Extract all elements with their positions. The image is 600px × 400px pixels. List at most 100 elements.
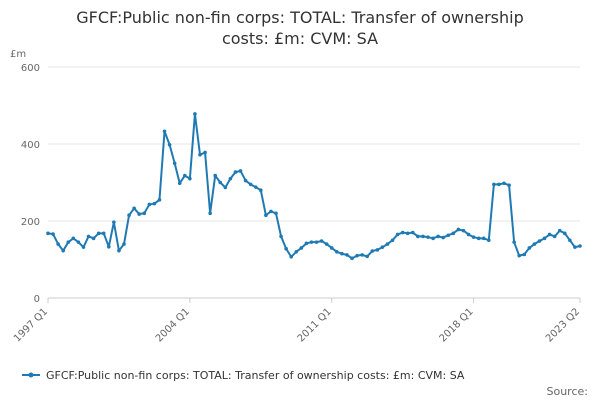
- data-point[interactable]: [152, 201, 157, 206]
- data-point[interactable]: [335, 250, 339, 254]
- data-point[interactable]: [517, 253, 521, 258]
- data-point[interactable]: [385, 242, 390, 246]
- data-point[interactable]: [233, 170, 238, 174]
- data-point[interactable]: [507, 183, 511, 187]
- data-point[interactable]: [537, 239, 542, 243]
- data-point[interactable]: [573, 245, 577, 249]
- data-point[interactable]: [552, 234, 557, 239]
- data-point[interactable]: [527, 246, 532, 250]
- data-point[interactable]: [416, 234, 420, 239]
- data-point[interactable]: [557, 228, 562, 233]
- data-point[interactable]: [177, 181, 182, 186]
- data-point[interactable]: [167, 142, 172, 147]
- data-point[interactable]: [284, 246, 288, 251]
- data-point[interactable]: [375, 248, 380, 252]
- data-point[interactable]: [390, 238, 395, 243]
- data-point[interactable]: [122, 242, 126, 246]
- data-point[interactable]: [563, 231, 567, 236]
- data-point[interactable]: [405, 231, 410, 236]
- data-point[interactable]: [426, 235, 430, 239]
- data-point[interactable]: [532, 242, 537, 246]
- data-point[interactable]: [269, 209, 273, 214]
- data-point[interactable]: [248, 182, 253, 187]
- data-point[interactable]: [294, 250, 299, 254]
- data-point[interactable]: [309, 240, 314, 244]
- data-point[interactable]: [431, 236, 435, 241]
- data-point[interactable]: [213, 173, 217, 178]
- data-point[interactable]: [91, 236, 96, 241]
- data-point[interactable]: [345, 253, 349, 257]
- data-point[interactable]: [304, 241, 309, 246]
- data-point[interactable]: [350, 256, 354, 261]
- data-point[interactable]: [522, 252, 527, 257]
- data-point[interactable]: [76, 240, 81, 244]
- data-point[interactable]: [365, 254, 370, 259]
- data-point[interactable]: [107, 245, 111, 249]
- data-point[interactable]: [132, 206, 136, 211]
- data-point[interactable]: [299, 246, 304, 250]
- data-point[interactable]: [66, 240, 71, 244]
- data-point[interactable]: [71, 236, 76, 241]
- data-point[interactable]: [421, 234, 425, 239]
- data-point[interactable]: [542, 236, 547, 241]
- data-point[interactable]: [497, 182, 501, 187]
- data-point[interactable]: [253, 185, 258, 189]
- data-point[interactable]: [193, 112, 197, 116]
- data-point[interactable]: [127, 213, 131, 218]
- data-point[interactable]: [446, 233, 451, 238]
- data-point[interactable]: [329, 246, 334, 250]
- data-point[interactable]: [411, 230, 415, 235]
- data-point[interactable]: [81, 245, 86, 249]
- data-point[interactable]: [101, 231, 106, 236]
- data-point[interactable]: [319, 239, 324, 243]
- data-point[interactable]: [400, 230, 405, 235]
- data-point[interactable]: [461, 228, 466, 233]
- data-point[interactable]: [137, 212, 141, 216]
- data-point[interactable]: [172, 161, 177, 166]
- data-point[interactable]: [228, 176, 233, 181]
- data-point[interactable]: [147, 202, 152, 207]
- data-point[interactable]: [492, 182, 496, 187]
- data-point[interactable]: [208, 211, 212, 216]
- data-point[interactable]: [436, 234, 440, 239]
- data-point[interactable]: [86, 234, 91, 239]
- legend[interactable]: GFCF:Public non-fin corps: TOTAL: Transf…: [22, 369, 465, 382]
- data-point[interactable]: [279, 234, 283, 239]
- data-point[interactable]: [96, 231, 101, 236]
- data-point[interactable]: [451, 231, 456, 236]
- data-point[interactable]: [183, 173, 187, 178]
- data-point[interactable]: [223, 185, 228, 190]
- data-point[interactable]: [259, 188, 263, 192]
- data-point[interactable]: [51, 232, 55, 236]
- data-point[interactable]: [238, 169, 243, 173]
- data-point[interactable]: [218, 180, 223, 185]
- data-point[interactable]: [456, 227, 461, 232]
- data-point[interactable]: [441, 235, 446, 240]
- data-point[interactable]: [547, 232, 552, 237]
- data-point[interactable]: [61, 248, 65, 253]
- data-point[interactable]: [340, 251, 344, 256]
- data-point[interactable]: [476, 236, 481, 241]
- data-point[interactable]: [46, 231, 50, 236]
- data-point[interactable]: [512, 240, 516, 244]
- data-point[interactable]: [157, 198, 162, 202]
- data-point[interactable]: [203, 150, 207, 155]
- data-point[interactable]: [370, 249, 375, 253]
- data-point[interactable]: [162, 129, 167, 134]
- data-point[interactable]: [360, 253, 364, 257]
- data-point[interactable]: [395, 232, 400, 237]
- data-point[interactable]: [502, 181, 506, 186]
- data-point[interactable]: [243, 178, 248, 183]
- data-point[interactable]: [117, 248, 121, 253]
- data-point[interactable]: [380, 245, 385, 249]
- data-point[interactable]: [264, 213, 268, 218]
- data-point[interactable]: [471, 235, 476, 239]
- data-point[interactable]: [56, 242, 60, 246]
- data-point[interactable]: [314, 240, 319, 244]
- data-point[interactable]: [487, 238, 491, 243]
- data-point[interactable]: [274, 211, 278, 216]
- data-point[interactable]: [198, 152, 202, 157]
- data-point[interactable]: [112, 220, 116, 224]
- data-point[interactable]: [466, 232, 471, 237]
- data-point[interactable]: [578, 244, 582, 248]
